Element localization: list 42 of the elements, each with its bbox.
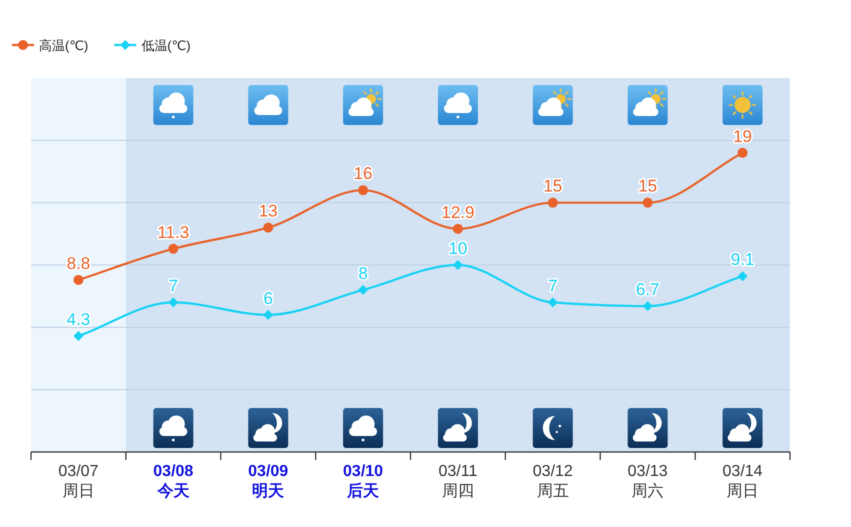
legend-label: 高温(℃) [39, 38, 88, 53]
data-label: 7 [168, 276, 178, 296]
data-label: 13 [258, 202, 278, 221]
data-label: 6 [263, 288, 273, 308]
x-tick-label: 03/07 周日 [58, 463, 99, 500]
data-label: 8 [358, 264, 368, 283]
point [168, 244, 178, 254]
point [452, 224, 463, 234]
x-tick-label: 03/14 周日 [722, 463, 763, 500]
data-label: 6.7 [636, 280, 660, 300]
point [642, 198, 653, 208]
legend-label: 低温(℃) [141, 38, 191, 53]
point [642, 301, 653, 312]
data-label: 12.9 [441, 202, 474, 222]
x-tick-label: 03/09 明天 [248, 463, 288, 500]
point [358, 284, 368, 295]
point [73, 331, 84, 342]
point [73, 274, 84, 285]
data-label: 8.8 [66, 254, 90, 273]
data-label: 4.3 [66, 310, 90, 330]
data-label: 11.3 [157, 222, 190, 242]
point [358, 185, 368, 196]
data-label: 9.1 [730, 250, 754, 270]
point [452, 260, 463, 270]
x-tick-label: 03/08 今天 [153, 463, 194, 500]
x-tick-label: 03/11 周四 [438, 463, 478, 500]
point [738, 148, 748, 158]
data-label: 7 [548, 276, 558, 296]
point [263, 222, 274, 233]
point [263, 310, 274, 320]
point [548, 198, 558, 208]
point [548, 297, 558, 308]
point [738, 271, 748, 282]
data-label: 16 [354, 164, 373, 184]
data-label: 10 [448, 239, 468, 258]
x-tick-label: 03/13 周六 [628, 463, 668, 500]
data-label: 15 [543, 176, 562, 196]
data-label: 15 [638, 176, 658, 196]
x-tick-label: 03/12 周五 [532, 463, 573, 500]
point [168, 297, 178, 308]
data-label: 19 [733, 126, 752, 146]
x-tick-label: 03/10 后天 [343, 463, 384, 500]
